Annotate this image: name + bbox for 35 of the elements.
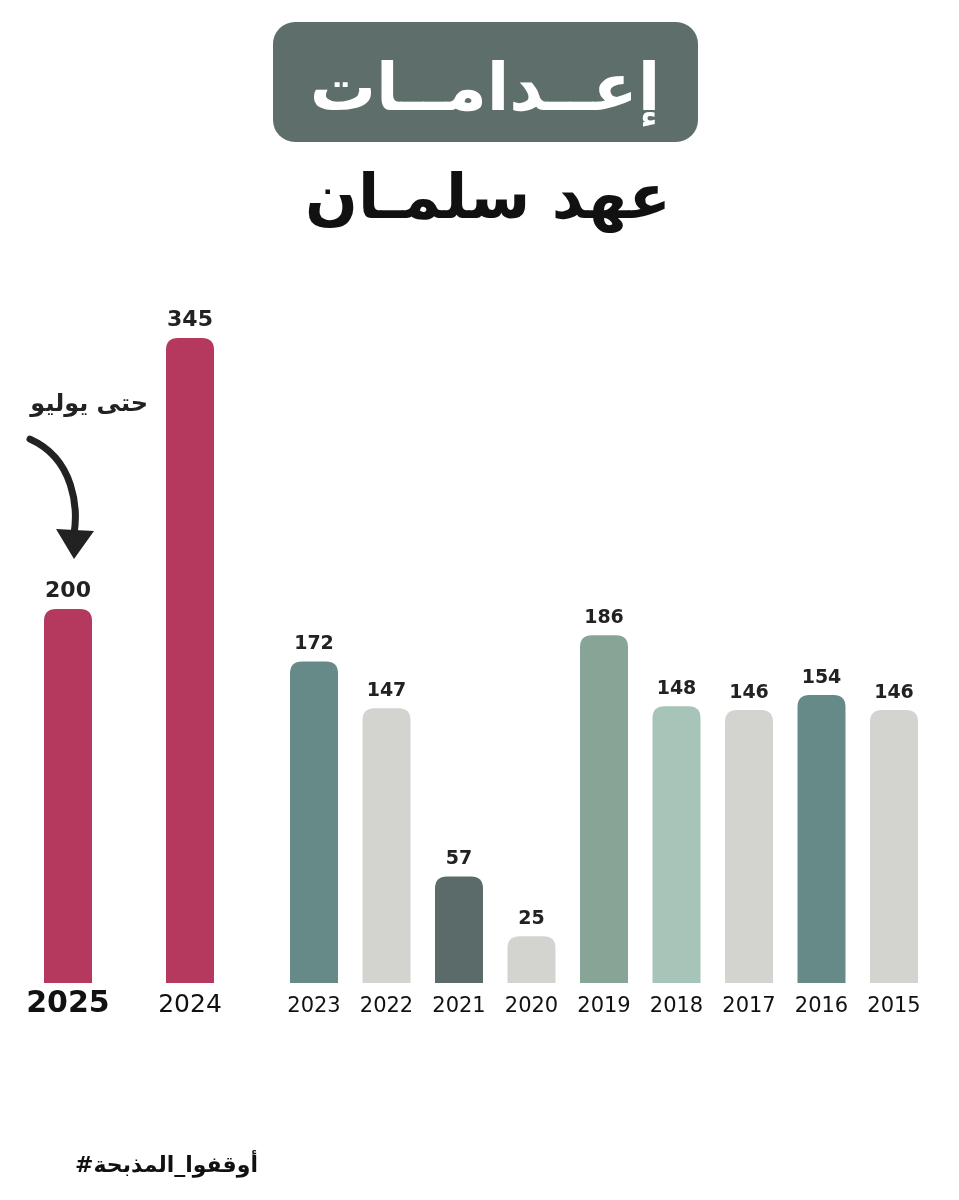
bar — [725, 710, 773, 983]
x-tick-label: 2015 — [867, 993, 921, 1017]
chart-subtitle: عهد سلمـان — [305, 160, 671, 233]
x-tick-label: 2025 — [26, 984, 110, 1019]
x-tick-label: 2022 — [359, 993, 414, 1017]
data-label: 147 — [366, 678, 407, 701]
bar — [652, 706, 701, 983]
bar — [580, 635, 628, 983]
chart-title: إعــدامــات — [309, 49, 661, 127]
bar — [797, 695, 846, 983]
text: #أوقفوا_المذبحة — [75, 1149, 258, 1178]
data-label: 25 — [518, 906, 545, 929]
bar — [362, 708, 411, 983]
x-tick-label: 2019 — [577, 993, 631, 1017]
bar — [870, 710, 918, 983]
x-tick-label: 2023 — [287, 993, 341, 1017]
x-tick-label: 2020 — [504, 993, 559, 1017]
x-tick-label: 2024 — [158, 989, 222, 1018]
data-label: 200 — [45, 577, 91, 603]
bar — [435, 876, 483, 983]
data-label: 345 — [167, 306, 213, 331]
data-label: 172 — [294, 631, 334, 654]
data-label: 186 — [584, 605, 624, 628]
bar — [507, 936, 556, 983]
annotation: حتى يوليو — [29, 389, 148, 418]
x-tick-label: 2016 — [794, 993, 849, 1017]
x-tick-label: 2017 — [722, 993, 776, 1017]
data-label: 148 — [656, 676, 697, 699]
x-tick-label: 2018 — [649, 993, 704, 1017]
data-label: 57 — [445, 846, 473, 869]
data-label: 146 — [729, 680, 769, 703]
bar — [290, 661, 338, 983]
data-label: 146 — [874, 680, 914, 703]
x-tick-label: 2021 — [432, 993, 486, 1017]
data-label: 154 — [801, 665, 842, 688]
